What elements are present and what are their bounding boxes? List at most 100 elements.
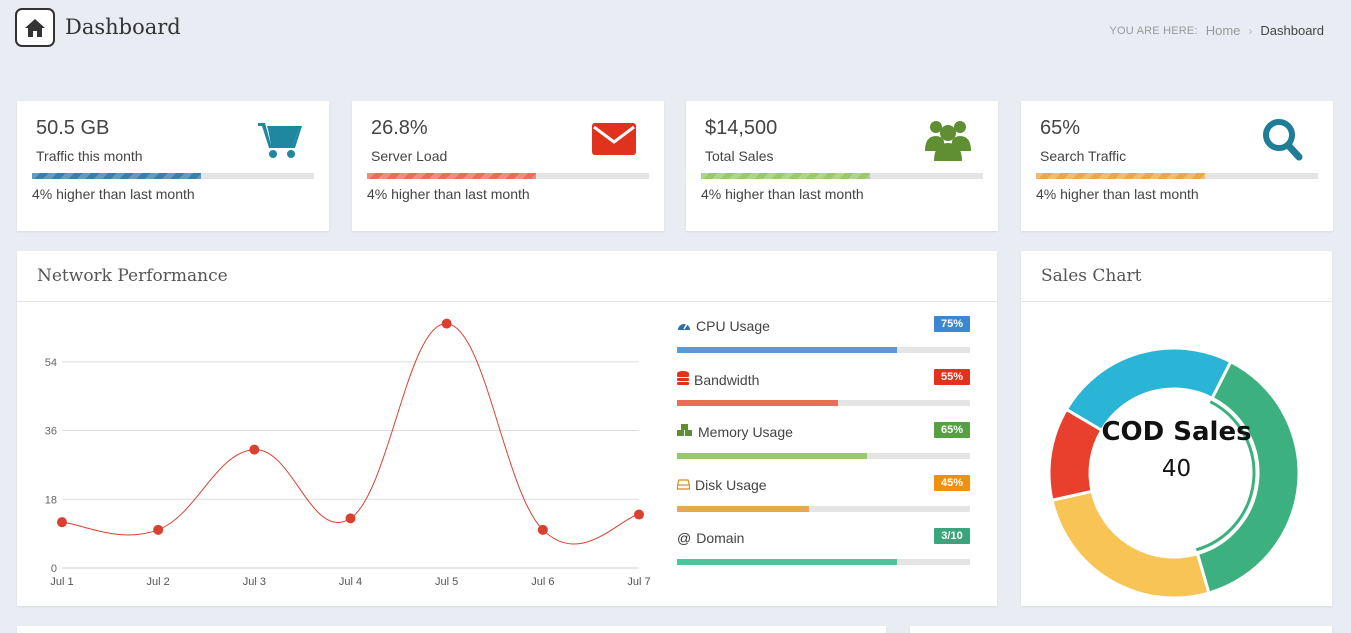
y-tick-label: 54	[45, 357, 57, 369]
stat-card-traffic: 50.5 GB Traffic this month 4% higher tha…	[17, 101, 329, 231]
usage-row-cpu: CPU Usage 75%	[677, 314, 970, 367]
usage-label: Bandwidth	[694, 371, 760, 388]
stat-card-search-traffic: 65% Search Traffic 4% higher than last m…	[1021, 101, 1333, 231]
data-point	[537, 524, 548, 535]
x-tick-label: Jul 5	[435, 576, 458, 588]
stat-progress-track	[32, 173, 314, 179]
stat-label: Traffic this month	[36, 148, 143, 164]
breadcrumb-home-link[interactable]: Home	[1205, 23, 1241, 38]
series-line	[61, 323, 640, 545]
panel-title: Network Performance	[37, 266, 228, 286]
usage-progress-fill	[677, 347, 897, 353]
envelope-icon	[590, 117, 638, 163]
usage-label: Disk Usage	[695, 477, 767, 493]
donut-center-title: COD Sales	[1101, 417, 1252, 447]
usage-badge: 75%	[934, 316, 970, 332]
usage-badge: 45%	[934, 475, 970, 491]
usage-progress-fill	[677, 506, 809, 512]
donut-center-value: 40	[1161, 456, 1192, 482]
stat-label: Server Load	[371, 148, 448, 164]
x-tick-label: Jul 7	[627, 576, 650, 588]
data-point	[57, 517, 67, 528]
users-icon	[924, 117, 972, 163]
data-point	[249, 444, 260, 455]
breadcrumb-current: Dashboard	[1260, 23, 1324, 38]
stat-label: Search Traffic	[1040, 148, 1127, 164]
stat-note: 4% higher than last month	[1036, 186, 1199, 202]
usage-row-domain: @ Domain 3/10	[677, 526, 970, 579]
hdd-icon	[676, 477, 691, 493]
usage-progress-track	[677, 453, 970, 459]
dashboard-icon	[677, 318, 691, 334]
data-point	[153, 524, 164, 535]
donut-slice[interactable]	[1050, 489, 1211, 600]
bottom-panel-right	[910, 626, 1332, 633]
database-icon	[677, 371, 689, 388]
bottom-panel-left	[17, 626, 886, 633]
donut-slice[interactable]	[1195, 359, 1301, 595]
y-tick-label: 18	[45, 494, 57, 506]
at-icon: @	[677, 530, 692, 546]
usage-badge: 65%	[934, 422, 970, 438]
stat-card-server-load: 26.8% Server Load 4% higher than last mo…	[352, 101, 664, 231]
stat-progress-fill	[367, 173, 537, 179]
sales-chart-panel: Sales Chart COD Sales 40	[1021, 251, 1332, 606]
y-tick-label: 36	[45, 426, 57, 438]
stat-progress-fill	[1036, 173, 1206, 179]
breadcrumb-prefix: YOU ARE HERE:	[1109, 24, 1198, 37]
usage-badge: 55%	[934, 369, 970, 385]
panel-divider	[1021, 301, 1332, 302]
data-point	[634, 509, 644, 520]
stat-note: 4% higher than last month	[701, 186, 864, 202]
stat-label: Total Sales	[705, 148, 774, 164]
panel-title: Sales Chart	[1041, 266, 1142, 286]
x-tick-label: Jul 1	[50, 576, 73, 588]
usage-label: CPU Usage	[696, 318, 770, 334]
stat-progress-fill	[701, 173, 871, 179]
cubes-icon	[677, 424, 693, 440]
stat-value: $14,500	[705, 117, 778, 139]
breadcrumb: YOU ARE HERE: Home › Dashboard	[1110, 23, 1324, 38]
data-point	[345, 513, 356, 524]
search-icon	[1259, 117, 1307, 163]
x-tick-label: Jul 3	[243, 576, 266, 588]
home-icon[interactable]	[15, 8, 55, 47]
usage-progress-track	[677, 559, 970, 565]
usage-progress-fill	[677, 559, 897, 565]
usage-label: Memory Usage	[698, 424, 793, 440]
donut-slice[interactable]	[1064, 346, 1233, 433]
x-tick-label: Jul 2	[147, 576, 170, 588]
stat-progress-fill	[32, 173, 202, 179]
x-tick-label: Jul 4	[339, 576, 362, 588]
usage-progress-track	[677, 400, 970, 406]
usage-row-memory: Memory Usage 65%	[677, 420, 970, 473]
stat-progress-track	[701, 173, 983, 179]
stat-progress-track	[367, 173, 649, 179]
usage-progress-track	[677, 347, 970, 353]
panel-divider	[17, 301, 997, 302]
data-point	[441, 318, 452, 329]
usage-progress-fill	[677, 453, 868, 459]
usage-badge: 3/10	[934, 528, 970, 544]
stat-note: 4% higher than last month	[367, 186, 530, 202]
usage-row-disk: Disk Usage 45%	[676, 473, 970, 526]
stat-value: 26.8%	[371, 117, 428, 139]
page-header: Dashboard YOU ARE HERE: Home › Dashboard	[15, 8, 1324, 48]
usage-progress-track	[677, 506, 970, 512]
donut-chart	[1047, 346, 1301, 600]
stat-card-total-sales: $14,500 Total Sales 4% higher than last …	[686, 101, 998, 231]
y-tick-label: 0	[51, 563, 57, 575]
breadcrumb-separator: ›	[1248, 23, 1253, 38]
page-title: Dashboard	[65, 15, 181, 39]
shopping-cart-icon	[255, 117, 303, 163]
usage-label: Domain	[696, 530, 745, 546]
donut-highlight-ring	[1195, 400, 1256, 552]
network-performance-panel: Network Performance 0 18 36 54 Jul 1 Jul 2 Jul…	[17, 251, 997, 606]
stat-progress-track	[1036, 173, 1318, 179]
x-tick-label: Jul 6	[531, 576, 554, 588]
line-chart: 0 18 36 54 Jul 1 Jul 2 Jul 3 Jul 4 Jul 5 Jul 6 Jul…	[45, 318, 651, 588]
stat-note: 4% higher than last month	[32, 186, 195, 202]
usage-progress-fill	[677, 400, 839, 406]
stat-value: 50.5 GB	[36, 117, 110, 139]
stat-value: 65%	[1040, 117, 1081, 139]
